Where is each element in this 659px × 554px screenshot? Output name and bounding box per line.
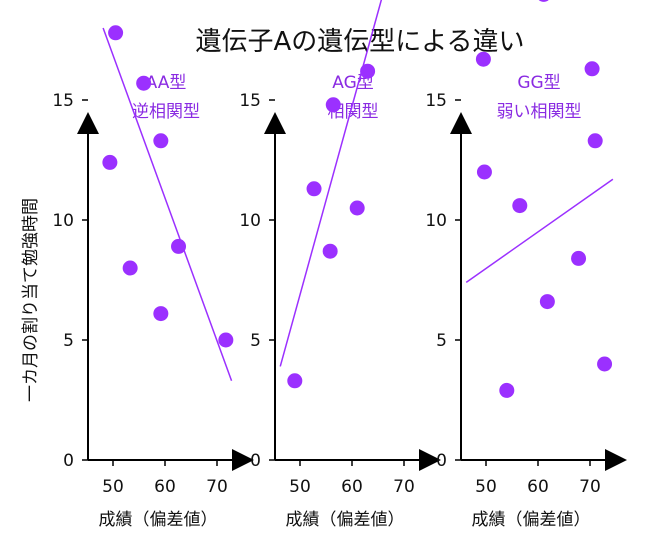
x-axis-label: 成績（偏差値）: [99, 510, 218, 530]
y-tick-label: 15: [425, 91, 447, 111]
x-axis-arrow: [232, 449, 254, 471]
panel-title-line: GG型: [517, 73, 560, 93]
y-tick-label: 5: [250, 331, 261, 351]
data-point: [171, 238, 187, 254]
y-tick-label: 10: [52, 211, 74, 231]
x-tick-label: 50: [289, 477, 311, 497]
data-point: [584, 61, 600, 77]
x-tick-label: 60: [341, 477, 363, 497]
y-tick-label: 5: [63, 331, 74, 351]
y-tick-label: 10: [425, 211, 447, 231]
x-tick-label: 60: [154, 477, 176, 497]
y-axis-label: 一カ月の割り当て勉強時間: [21, 198, 41, 402]
data-point: [349, 200, 365, 216]
data-point: [325, 97, 341, 113]
data-point: [102, 154, 118, 170]
x-tick-label: 70: [393, 477, 415, 497]
y-tick-label: 0: [436, 451, 447, 471]
x-tick-label: 50: [475, 477, 497, 497]
data-point: [322, 243, 338, 259]
trend-line: [465, 178, 614, 284]
data-point: [499, 382, 515, 398]
data-point: [512, 198, 528, 214]
data-point: [476, 164, 492, 180]
y-tick-label: 15: [239, 91, 261, 111]
x-tick-label: 60: [527, 477, 549, 497]
panel-title-line: 逆相関型: [132, 102, 200, 122]
data-point: [587, 133, 603, 149]
panel-title-line: 弱い相関型: [497, 102, 582, 122]
data-point: [475, 51, 491, 67]
data-point: [539, 294, 555, 310]
y-tick-label: 10: [239, 211, 261, 231]
data-point: [153, 306, 169, 322]
y-axis-arrow: [77, 112, 99, 134]
data-point: [538, 0, 549, 2]
panel-title-line: AG型: [332, 73, 374, 93]
panel-title-line: AA型: [146, 73, 187, 93]
data-point: [108, 25, 124, 41]
x-axis-label: 成績（偏差値）: [286, 510, 405, 530]
x-axis-arrow: [605, 449, 627, 471]
data-point: [287, 373, 303, 389]
y-tick-label: 5: [436, 331, 447, 351]
chart-title: 遺伝子Aの遺伝型による違い: [195, 27, 524, 57]
y-tick-label: 0: [63, 451, 74, 471]
data-point: [360, 63, 376, 79]
x-tick-label: 70: [579, 477, 601, 497]
data-point: [136, 75, 152, 91]
trend-line: [279, 0, 383, 367]
panel-1: AA型逆相関型0510152025506070成績（偏差値）: [52, 25, 254, 530]
data-point: [153, 133, 169, 149]
data-point: [218, 332, 234, 348]
x-tick-label: 50: [102, 477, 124, 497]
y-axis-arrow: [264, 112, 286, 134]
panel-2: AG型相関型0510152025506070成績（偏差値）: [239, 0, 441, 530]
y-tick-label: 0: [250, 451, 261, 471]
data-point: [597, 356, 613, 372]
data-point: [306, 181, 322, 197]
x-tick-label: 70: [206, 477, 228, 497]
y-tick-label: 15: [52, 91, 74, 111]
x-axis-arrow: [419, 449, 441, 471]
data-point: [571, 250, 587, 266]
panels: AA型逆相関型0510152025506070成績（偏差値）AG型相関型0510…: [52, 0, 627, 530]
data-point: [122, 260, 138, 276]
x-axis-label: 成績（偏差値）: [472, 510, 591, 530]
trend-line: [102, 27, 233, 382]
y-axis-arrow: [450, 112, 472, 134]
panel-3: GG型弱い相関型0510152025506070成績（偏差値）: [425, 0, 627, 530]
